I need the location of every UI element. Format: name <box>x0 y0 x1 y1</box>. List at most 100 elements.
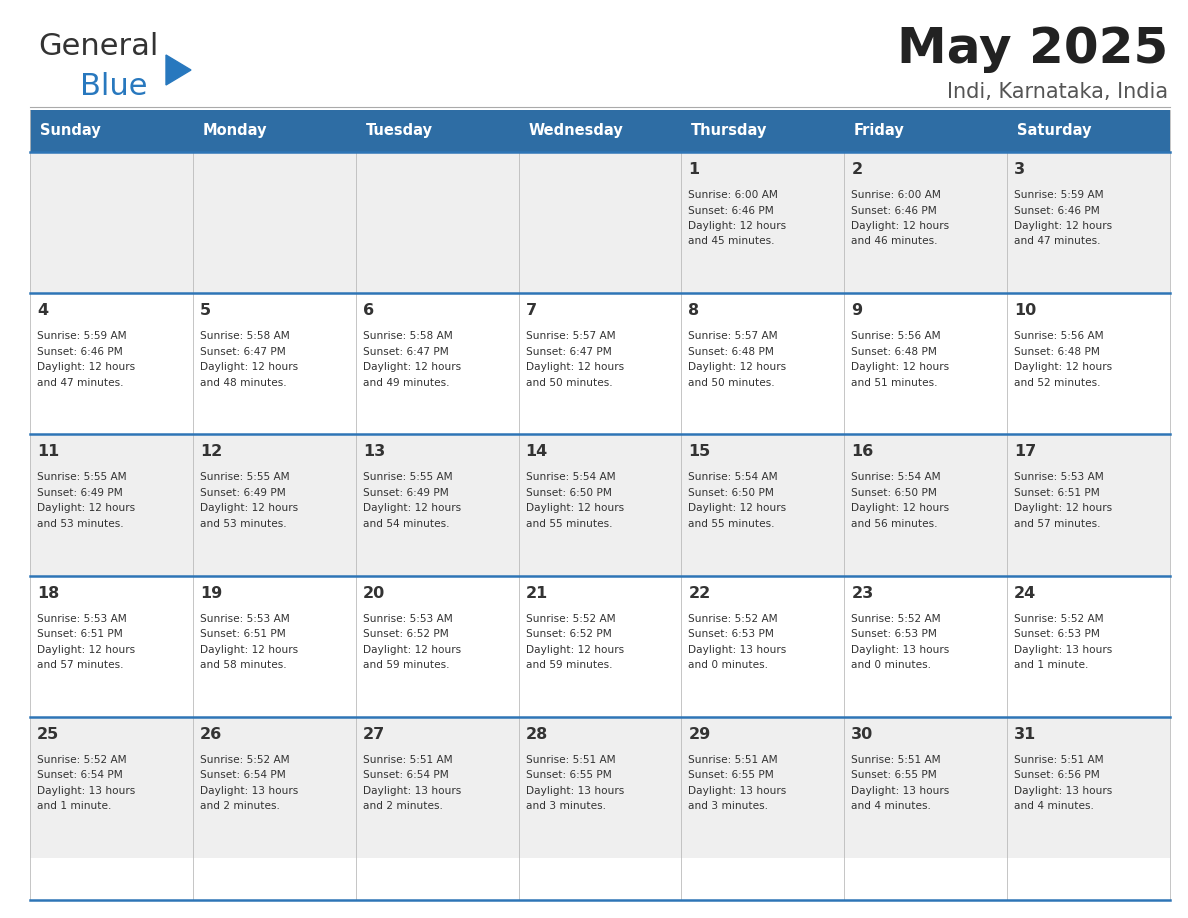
Text: Daylight: 12 hours: Daylight: 12 hours <box>37 503 135 513</box>
Bar <box>845 110 1007 152</box>
Bar <box>519 717 682 858</box>
Bar <box>355 434 519 576</box>
Text: Sunrise: 5:51 AM: Sunrise: 5:51 AM <box>525 755 615 765</box>
Text: Sunset: 6:46 PM: Sunset: 6:46 PM <box>688 206 775 216</box>
Text: Daylight: 12 hours: Daylight: 12 hours <box>362 503 461 513</box>
Text: 9: 9 <box>852 303 862 319</box>
Text: Sunset: 6:55 PM: Sunset: 6:55 PM <box>688 770 775 780</box>
Text: Saturday: Saturday <box>1017 124 1092 139</box>
Text: Sunset: 6:49 PM: Sunset: 6:49 PM <box>200 487 285 498</box>
Text: Sunset: 6:48 PM: Sunset: 6:48 PM <box>852 347 937 357</box>
Text: Sunset: 6:48 PM: Sunset: 6:48 PM <box>688 347 775 357</box>
Text: Sunrise: 5:56 AM: Sunrise: 5:56 AM <box>852 331 941 341</box>
Text: Sunday: Sunday <box>39 124 101 139</box>
Bar <box>1007 576 1170 717</box>
Text: and 45 minutes.: and 45 minutes. <box>688 237 775 247</box>
Text: Daylight: 12 hours: Daylight: 12 hours <box>362 644 461 655</box>
Text: Sunrise: 5:52 AM: Sunrise: 5:52 AM <box>525 613 615 623</box>
Bar <box>845 576 1007 717</box>
Bar <box>192 110 355 152</box>
Text: Sunset: 6:54 PM: Sunset: 6:54 PM <box>200 770 285 780</box>
Text: and 4 minutes.: and 4 minutes. <box>852 801 931 812</box>
Text: 12: 12 <box>200 444 222 459</box>
Text: 19: 19 <box>200 586 222 600</box>
Text: 1: 1 <box>688 162 700 177</box>
Text: Daylight: 13 hours: Daylight: 13 hours <box>37 786 135 796</box>
Text: Daylight: 12 hours: Daylight: 12 hours <box>200 363 298 372</box>
Text: and 1 minute.: and 1 minute. <box>1015 660 1088 670</box>
Bar <box>1007 434 1170 576</box>
Text: Sunrise: 5:57 AM: Sunrise: 5:57 AM <box>525 331 615 341</box>
Text: Sunrise: 5:55 AM: Sunrise: 5:55 AM <box>37 473 127 482</box>
Bar <box>519 110 682 152</box>
Text: Daylight: 12 hours: Daylight: 12 hours <box>852 363 949 372</box>
Text: Daylight: 12 hours: Daylight: 12 hours <box>1015 221 1112 231</box>
Text: Sunset: 6:54 PM: Sunset: 6:54 PM <box>362 770 448 780</box>
Text: Sunrise: 5:52 AM: Sunrise: 5:52 AM <box>852 613 941 623</box>
Text: Sunrise: 5:51 AM: Sunrise: 5:51 AM <box>362 755 453 765</box>
Text: and 48 minutes.: and 48 minutes. <box>200 377 286 387</box>
Text: 21: 21 <box>525 586 548 600</box>
Text: and 2 minutes.: and 2 minutes. <box>362 801 443 812</box>
Text: and 59 minutes.: and 59 minutes. <box>362 660 449 670</box>
Text: 15: 15 <box>688 444 710 459</box>
Text: 4: 4 <box>37 303 49 319</box>
Text: Daylight: 12 hours: Daylight: 12 hours <box>525 644 624 655</box>
Bar <box>192 434 355 576</box>
Text: Monday: Monday <box>203 124 267 139</box>
Bar <box>682 110 845 152</box>
Text: and 55 minutes.: and 55 minutes. <box>688 519 775 529</box>
Text: 30: 30 <box>852 727 873 742</box>
Text: Daylight: 12 hours: Daylight: 12 hours <box>37 363 135 372</box>
Text: Sunset: 6:51 PM: Sunset: 6:51 PM <box>1015 487 1100 498</box>
Bar <box>682 152 845 293</box>
Text: Sunrise: 5:53 AM: Sunrise: 5:53 AM <box>200 613 290 623</box>
Bar <box>355 152 519 293</box>
Text: Sunrise: 5:51 AM: Sunrise: 5:51 AM <box>1015 755 1104 765</box>
Text: Sunrise: 5:51 AM: Sunrise: 5:51 AM <box>688 755 778 765</box>
Bar <box>30 152 192 293</box>
Text: Sunset: 6:49 PM: Sunset: 6:49 PM <box>362 487 448 498</box>
Text: 10: 10 <box>1015 303 1036 319</box>
Text: Sunrise: 5:54 AM: Sunrise: 5:54 AM <box>525 473 615 482</box>
Text: Sunrise: 5:58 AM: Sunrise: 5:58 AM <box>200 331 290 341</box>
Text: Sunset: 6:55 PM: Sunset: 6:55 PM <box>525 770 612 780</box>
Text: Thursday: Thursday <box>691 124 767 139</box>
Text: Sunrise: 5:58 AM: Sunrise: 5:58 AM <box>362 331 453 341</box>
Text: Tuesday: Tuesday <box>366 124 432 139</box>
Text: Sunset: 6:46 PM: Sunset: 6:46 PM <box>1015 206 1100 216</box>
Text: Daylight: 13 hours: Daylight: 13 hours <box>852 644 949 655</box>
Text: and 50 minutes.: and 50 minutes. <box>688 377 775 387</box>
Text: Sunset: 6:53 PM: Sunset: 6:53 PM <box>688 629 775 639</box>
Text: Sunset: 6:53 PM: Sunset: 6:53 PM <box>852 629 937 639</box>
Text: Indi, Karnataka, India: Indi, Karnataka, India <box>947 82 1168 102</box>
Bar <box>192 717 355 858</box>
Text: and 47 minutes.: and 47 minutes. <box>37 377 124 387</box>
Text: and 55 minutes.: and 55 minutes. <box>525 519 612 529</box>
Text: Daylight: 13 hours: Daylight: 13 hours <box>688 644 786 655</box>
Text: 29: 29 <box>688 727 710 742</box>
Text: General: General <box>38 32 158 61</box>
Text: Sunset: 6:49 PM: Sunset: 6:49 PM <box>37 487 122 498</box>
Text: 16: 16 <box>852 444 873 459</box>
Bar <box>682 576 845 717</box>
Text: and 58 minutes.: and 58 minutes. <box>200 660 286 670</box>
Bar <box>1007 110 1170 152</box>
Text: and 47 minutes.: and 47 minutes. <box>1015 237 1100 247</box>
Text: Sunrise: 5:59 AM: Sunrise: 5:59 AM <box>37 331 127 341</box>
Text: Sunrise: 5:52 AM: Sunrise: 5:52 AM <box>200 755 290 765</box>
Text: Sunset: 6:51 PM: Sunset: 6:51 PM <box>37 629 122 639</box>
Text: and 3 minutes.: and 3 minutes. <box>688 801 769 812</box>
Text: 28: 28 <box>525 727 548 742</box>
Text: Sunset: 6:46 PM: Sunset: 6:46 PM <box>37 347 122 357</box>
Text: 24: 24 <box>1015 586 1036 600</box>
Text: Sunset: 6:51 PM: Sunset: 6:51 PM <box>200 629 285 639</box>
Text: 31: 31 <box>1015 727 1036 742</box>
Text: 25: 25 <box>37 727 59 742</box>
Polygon shape <box>166 55 191 85</box>
Bar <box>30 293 192 434</box>
Text: Daylight: 13 hours: Daylight: 13 hours <box>362 786 461 796</box>
Text: Daylight: 12 hours: Daylight: 12 hours <box>525 363 624 372</box>
Text: and 4 minutes.: and 4 minutes. <box>1015 801 1094 812</box>
Text: and 59 minutes.: and 59 minutes. <box>525 660 612 670</box>
